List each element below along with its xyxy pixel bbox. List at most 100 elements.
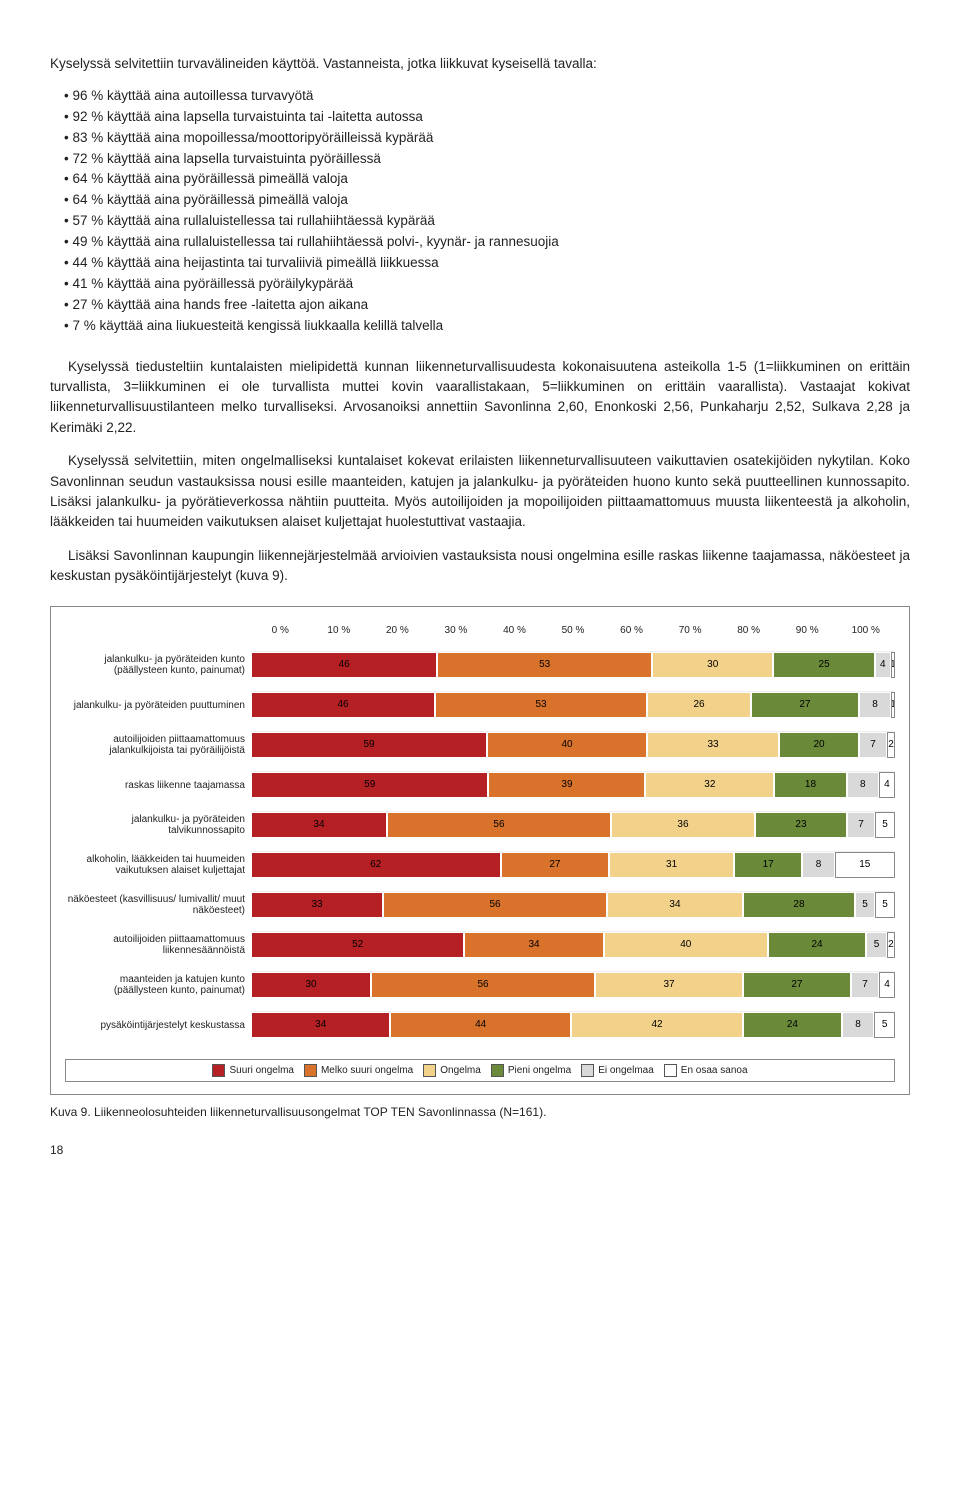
- bar-segment: 34: [251, 812, 387, 838]
- legend-label: Ongelma: [440, 1065, 481, 1076]
- bar-segment: 17: [734, 852, 802, 878]
- bar-track: 4653302541: [251, 651, 895, 678]
- legend-swatch: [304, 1064, 317, 1077]
- bullet-item: 7 % käyttää aina liukuesteitä kengissä l…: [50, 316, 910, 337]
- bar-segment: 4: [879, 772, 895, 798]
- page-number: 18: [50, 1143, 910, 1157]
- legend-swatch: [212, 1064, 225, 1077]
- bar-segment: 2: [887, 732, 895, 758]
- x-tick: 100 %: [836, 625, 895, 636]
- bar-segment: 2: [887, 932, 895, 958]
- bar-track: 5234402452: [251, 931, 895, 958]
- bar-segment: 1: [891, 692, 895, 718]
- bar-segment: 27: [743, 972, 851, 998]
- bar-segment: 18: [774, 772, 846, 798]
- bar-segment: 30: [652, 652, 774, 678]
- x-tick: 90 %: [778, 625, 837, 636]
- bar-segment: 28: [743, 892, 855, 918]
- chart-caption: Kuva 9. Liikenneolosuhteiden liikennetur…: [50, 1105, 910, 1119]
- bar-segment: 53: [437, 652, 652, 678]
- paragraph-3: Lisäksi Savonlinnan kaupungin liikennejä…: [50, 546, 910, 587]
- legend-swatch: [664, 1064, 677, 1077]
- legend-label: En osaa sanoa: [681, 1065, 748, 1076]
- bar-segment: 26: [647, 692, 751, 718]
- bullet-item: 72 % käyttää aina lapsella turvaistuinta…: [50, 149, 910, 170]
- bar-segment: 36: [611, 812, 755, 838]
- x-tick: 30 %: [427, 625, 486, 636]
- y-label: autoilijoiden piittaamattomuus jalankulk…: [65, 725, 245, 765]
- bar-track: 5939321884: [251, 771, 895, 798]
- bar-segment: 40: [604, 932, 768, 958]
- bar-segment: 1: [891, 652, 895, 678]
- x-tick: 0 %: [251, 625, 310, 636]
- bar-segment: 39: [488, 772, 645, 798]
- bar-segment: 27: [501, 852, 610, 878]
- x-tick: 80 %: [719, 625, 778, 636]
- bar-segment: 8: [842, 1012, 875, 1038]
- bar-segment: 5: [874, 1012, 895, 1038]
- y-label: maanteiden ja katujen kunto (päällysteen…: [65, 965, 245, 1005]
- y-label: jalankulku- ja pyöräteiden talvikunnossa…: [65, 805, 245, 845]
- legend-label: Pieni ongelma: [508, 1065, 571, 1076]
- bar-segment: 37: [595, 972, 743, 998]
- chart-bars: 0 %10 %20 %30 %40 %50 %60 %70 %80 %90 %1…: [251, 625, 895, 1045]
- bullet-list: 96 % käyttää aina autoillessa turvavyötä…: [50, 86, 910, 337]
- bullet-item: 49 % käyttää aina rullaluistellessa tai …: [50, 232, 910, 253]
- bar-segment: 7: [859, 732, 887, 758]
- bar-segment: 7: [847, 812, 875, 838]
- bar-segment: 5: [875, 892, 895, 918]
- bar-track: 3456362375: [251, 811, 895, 838]
- bar-segment: 34: [607, 892, 743, 918]
- bar-track: 3356342855: [251, 891, 895, 918]
- bar-segment: 33: [251, 892, 383, 918]
- bullet-item: 57 % käyttää aina rullaluistellessa tai …: [50, 211, 910, 232]
- x-tick: 60 %: [602, 625, 661, 636]
- bar-segment: 5: [855, 892, 875, 918]
- bar-segment: 52: [251, 932, 464, 958]
- bar-segment: 5: [866, 932, 887, 958]
- bar-segment: 62: [251, 852, 501, 878]
- chart-y-labels: jalankulku- ja pyöräteiden kunto (päälly…: [65, 625, 251, 1045]
- bar-segment: 4: [879, 972, 895, 998]
- bar-segment: 24: [768, 932, 866, 958]
- y-label: näköesteet (kasvillisuus/ lumivallit/ mu…: [65, 885, 245, 925]
- bar-segment: 7: [851, 972, 879, 998]
- bullet-item: 64 % käyttää aina pyöräillessä pimeällä …: [50, 169, 910, 190]
- bullet-item: 92 % käyttää aina lapsella turvaistuinta…: [50, 107, 910, 128]
- bar-segment: 53: [435, 692, 647, 718]
- y-label: jalankulku- ja pyöräteiden kunto (päälly…: [65, 645, 245, 685]
- legend-swatch: [423, 1064, 436, 1077]
- legend-item: Pieni ongelma: [491, 1064, 571, 1077]
- bar-segment: 8: [802, 852, 834, 878]
- bar-segment: 34: [251, 1012, 390, 1038]
- bullet-item: 96 % käyttää aina autoillessa turvavyötä: [50, 86, 910, 107]
- legend-item: Suuri ongelma: [212, 1064, 293, 1077]
- bar-segment: 8: [859, 692, 891, 718]
- legend-swatch: [581, 1064, 594, 1077]
- bullet-item: 83 % käyttää aina mopoillessa/moottoripy…: [50, 128, 910, 149]
- bullet-item: 41 % käyttää aina pyöräillessä pyöräilyk…: [50, 274, 910, 295]
- bar-segment: 31: [609, 852, 734, 878]
- bar-track: 4653262781: [251, 691, 895, 718]
- paragraph-2: Kyselyssä selvitettiin, miten ongelmalli…: [50, 451, 910, 532]
- bar-track: 5940332072: [251, 731, 895, 758]
- legend-item: Ei ongelmaa: [581, 1064, 654, 1077]
- bar-segment: 46: [251, 692, 435, 718]
- x-tick: 40 %: [485, 625, 544, 636]
- y-label: raskas liikenne taajamassa: [65, 765, 245, 805]
- x-tick: 70 %: [661, 625, 720, 636]
- bar-track: 3056372774: [251, 971, 895, 998]
- chart-x-axis: 0 %10 %20 %30 %40 %50 %60 %70 %80 %90 %1…: [251, 625, 895, 636]
- bar-segment: 59: [251, 732, 487, 758]
- x-tick: 50 %: [544, 625, 603, 636]
- bar-segment: 56: [383, 892, 607, 918]
- y-label: pysäköintijärjestelyt keskustassa: [65, 1005, 245, 1045]
- legend-label: Suuri ongelma: [229, 1065, 293, 1076]
- bar-segment: 34: [464, 932, 603, 958]
- bar-segment: 59: [251, 772, 488, 798]
- bar-segment: 42: [571, 1012, 743, 1038]
- legend-item: En osaa sanoa: [664, 1064, 748, 1077]
- bar-segment: 30: [251, 972, 371, 998]
- bar-segment: 40: [487, 732, 647, 758]
- y-label: autoilijoiden piittaamattomuus liikennes…: [65, 925, 245, 965]
